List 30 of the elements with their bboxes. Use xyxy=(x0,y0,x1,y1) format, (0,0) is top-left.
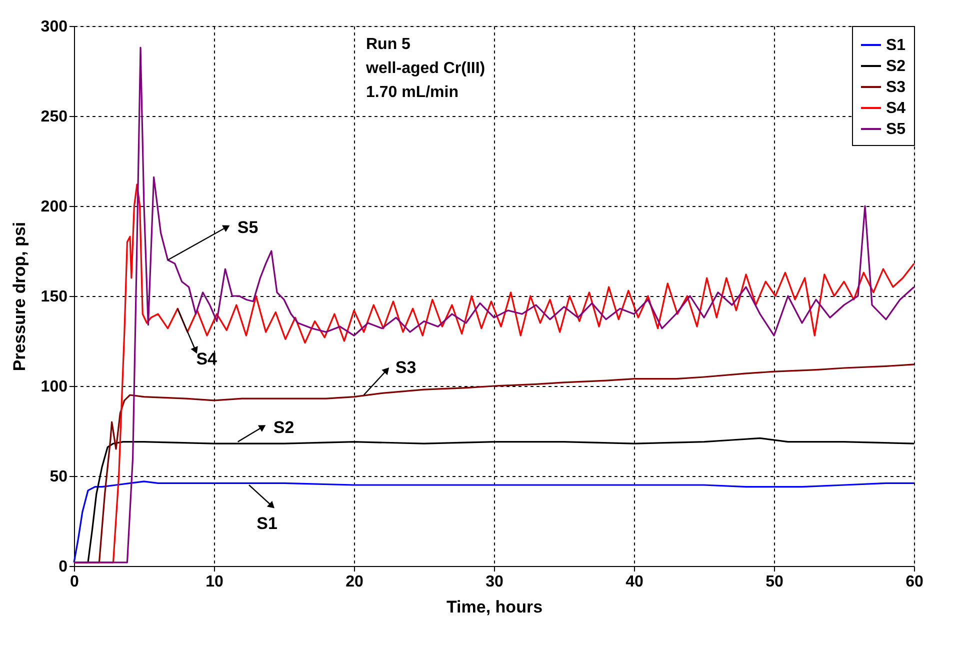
x-tick-label: 30 xyxy=(486,574,504,590)
annotation: S2 xyxy=(273,418,294,437)
annotation: well-aged Cr(III) xyxy=(365,60,486,77)
x-tick-label: 20 xyxy=(346,574,364,590)
x-tick-label: 10 xyxy=(206,574,224,590)
x-tick-label: 0 xyxy=(70,574,80,590)
y-tick-label: 200 xyxy=(40,198,68,216)
annotation: S3 xyxy=(395,358,416,377)
legend-label: S1 xyxy=(886,37,906,54)
legend-label: S5 xyxy=(886,121,906,138)
y-tick-label: 0 xyxy=(58,558,68,576)
annotation: S5 xyxy=(237,218,258,237)
y-tick-label: 300 xyxy=(40,18,68,36)
x-tick-label: 60 xyxy=(906,574,924,590)
annotation: S4 xyxy=(196,350,218,369)
legend-label: S4 xyxy=(886,100,906,117)
annotation: S1 xyxy=(256,514,278,533)
x-tick-label: 40 xyxy=(626,574,644,590)
legend-label: S2 xyxy=(886,58,906,75)
x-axis-title: Time, hours xyxy=(446,598,543,616)
annotation: Run 5 xyxy=(366,36,411,53)
y-tick-label: 150 xyxy=(40,288,68,306)
y-tick-label: 250 xyxy=(40,108,68,126)
legend-label: S3 xyxy=(886,79,906,96)
y-tick-label: 100 xyxy=(40,378,68,396)
line-series xyxy=(73,480,915,564)
annotation: 1.70 mL/min xyxy=(366,84,458,101)
y-tick-label: 50 xyxy=(50,468,68,486)
y-axis-title: Pressure drop, psi xyxy=(10,222,29,372)
x-tick-label: 50 xyxy=(766,574,784,590)
